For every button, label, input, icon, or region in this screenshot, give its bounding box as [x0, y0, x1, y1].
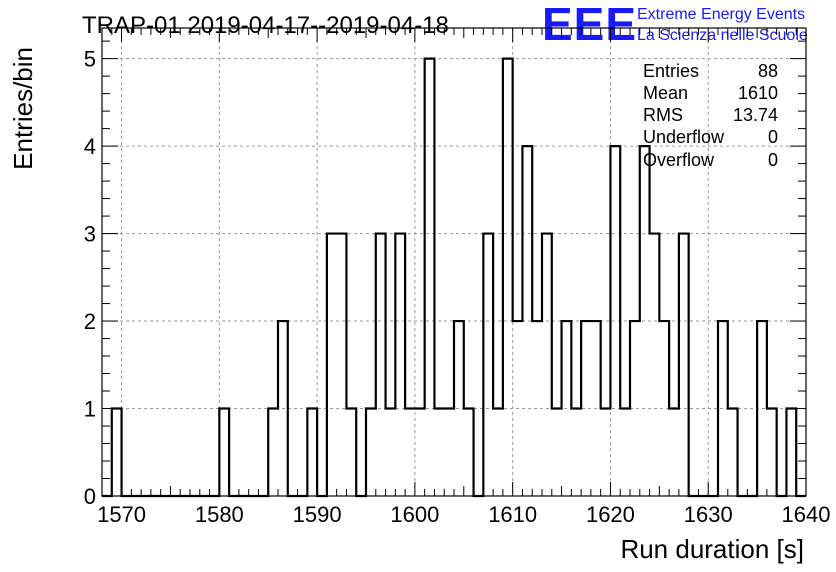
stats-entries-label: Entries	[643, 61, 699, 81]
y-tick-label: 2	[84, 309, 96, 334]
histogram-bar	[327, 234, 337, 496]
histogram-bar	[532, 321, 542, 496]
histogram-bar	[307, 409, 317, 496]
histogram-bar	[669, 409, 679, 496]
eee-logo: EEE Extreme Energy Events La Scienza nel…	[542, 0, 808, 50]
histogram-bar	[444, 409, 454, 496]
histogram-bar	[346, 409, 356, 496]
histogram-bar	[278, 321, 288, 496]
stats-underflow-label: Underflow	[643, 127, 725, 147]
stats-rms-label: RMS	[643, 105, 683, 125]
histogram-bar	[610, 146, 620, 496]
histogram-bar	[679, 234, 689, 496]
histogram-bar	[366, 409, 376, 496]
x-tick-label: 1580	[195, 502, 244, 527]
histogram-bar	[718, 321, 728, 496]
histogram-bar	[386, 409, 396, 496]
histogram-bar	[659, 321, 669, 496]
stats-overflow-value: 0	[768, 150, 778, 170]
eee-logo-line2: La Scienza nelle Scuole	[637, 27, 808, 44]
histogram-bar	[601, 409, 611, 496]
stats-box: Entries 88 Mean 1610 RMS 13.74 Underflow…	[643, 61, 778, 170]
stats-underflow-value: 0	[768, 127, 778, 147]
histogram-bar	[395, 234, 405, 496]
histogram-bar	[620, 409, 630, 496]
histogram-bar	[650, 234, 660, 496]
histogram-bar	[268, 409, 278, 496]
histogram-bar	[513, 321, 523, 496]
histogram-bar	[728, 409, 738, 496]
y-tick-label: 4	[84, 134, 96, 159]
histogram-bar	[581, 321, 591, 496]
x-tick-label: 1630	[684, 502, 733, 527]
x-tick-label: 1600	[390, 502, 439, 527]
y-axis-label: Entries/bin	[8, 47, 38, 170]
histogram-bar	[571, 409, 581, 496]
histogram-bar	[112, 409, 122, 496]
histogram-bar	[630, 321, 640, 496]
stats-overflow-label: Overflow	[643, 150, 715, 170]
tick-labels: 1570 1580 1590 1600 1610 1620 1630 1640 0 1 2 3 4 5	[84, 47, 831, 527]
y-tick-label: 5	[84, 47, 96, 72]
histogram-bar	[757, 321, 767, 496]
histogram-bar	[503, 59, 513, 496]
histogram-bar	[454, 321, 464, 496]
x-tick-label: 1640	[782, 502, 831, 527]
histogram-bar	[483, 234, 493, 496]
eee-logo-line1: Extreme Energy Events	[637, 6, 805, 23]
x-tick-label: 1610	[488, 502, 537, 527]
stats-mean-value: 1610	[738, 83, 778, 103]
y-tick-label: 0	[84, 484, 96, 509]
x-axis-label: Run duration [s]	[620, 534, 804, 564]
axes	[101, 27, 807, 497]
x-tick-label: 1570	[97, 502, 146, 527]
stats-mean-label: Mean	[643, 83, 688, 103]
histogram-bar	[405, 409, 415, 496]
histogram-bar	[434, 409, 444, 496]
histogram-bar	[219, 409, 229, 496]
histogram-series	[102, 57, 806, 498]
chart-title: TRAP-01 2019-04-17--2019-04-18	[82, 12, 449, 39]
histogram-bar	[493, 409, 503, 496]
histogram-bar	[786, 409, 796, 496]
histogram-bar	[376, 234, 386, 496]
histogram-bar	[591, 321, 601, 496]
histogram-bar	[415, 409, 425, 496]
histogram-bar	[552, 409, 562, 496]
histogram-bar	[522, 146, 532, 496]
stats-rms-value: 13.74	[733, 105, 778, 125]
x-tick-label: 1590	[293, 502, 342, 527]
histogram-bar	[640, 146, 650, 496]
histogram-bar	[767, 409, 777, 496]
eee-logo-mark: EEE	[542, 0, 637, 50]
y-tick-label: 1	[84, 397, 96, 422]
histogram-bar	[464, 409, 474, 496]
histogram-bar	[337, 234, 347, 496]
histogram-bar	[562, 321, 572, 496]
y-tick-label: 3	[84, 222, 96, 247]
histogram-bar	[425, 59, 435, 496]
stats-entries-value: 88	[758, 61, 778, 81]
histogram-bar	[542, 234, 552, 496]
x-tick-label: 1620	[586, 502, 635, 527]
